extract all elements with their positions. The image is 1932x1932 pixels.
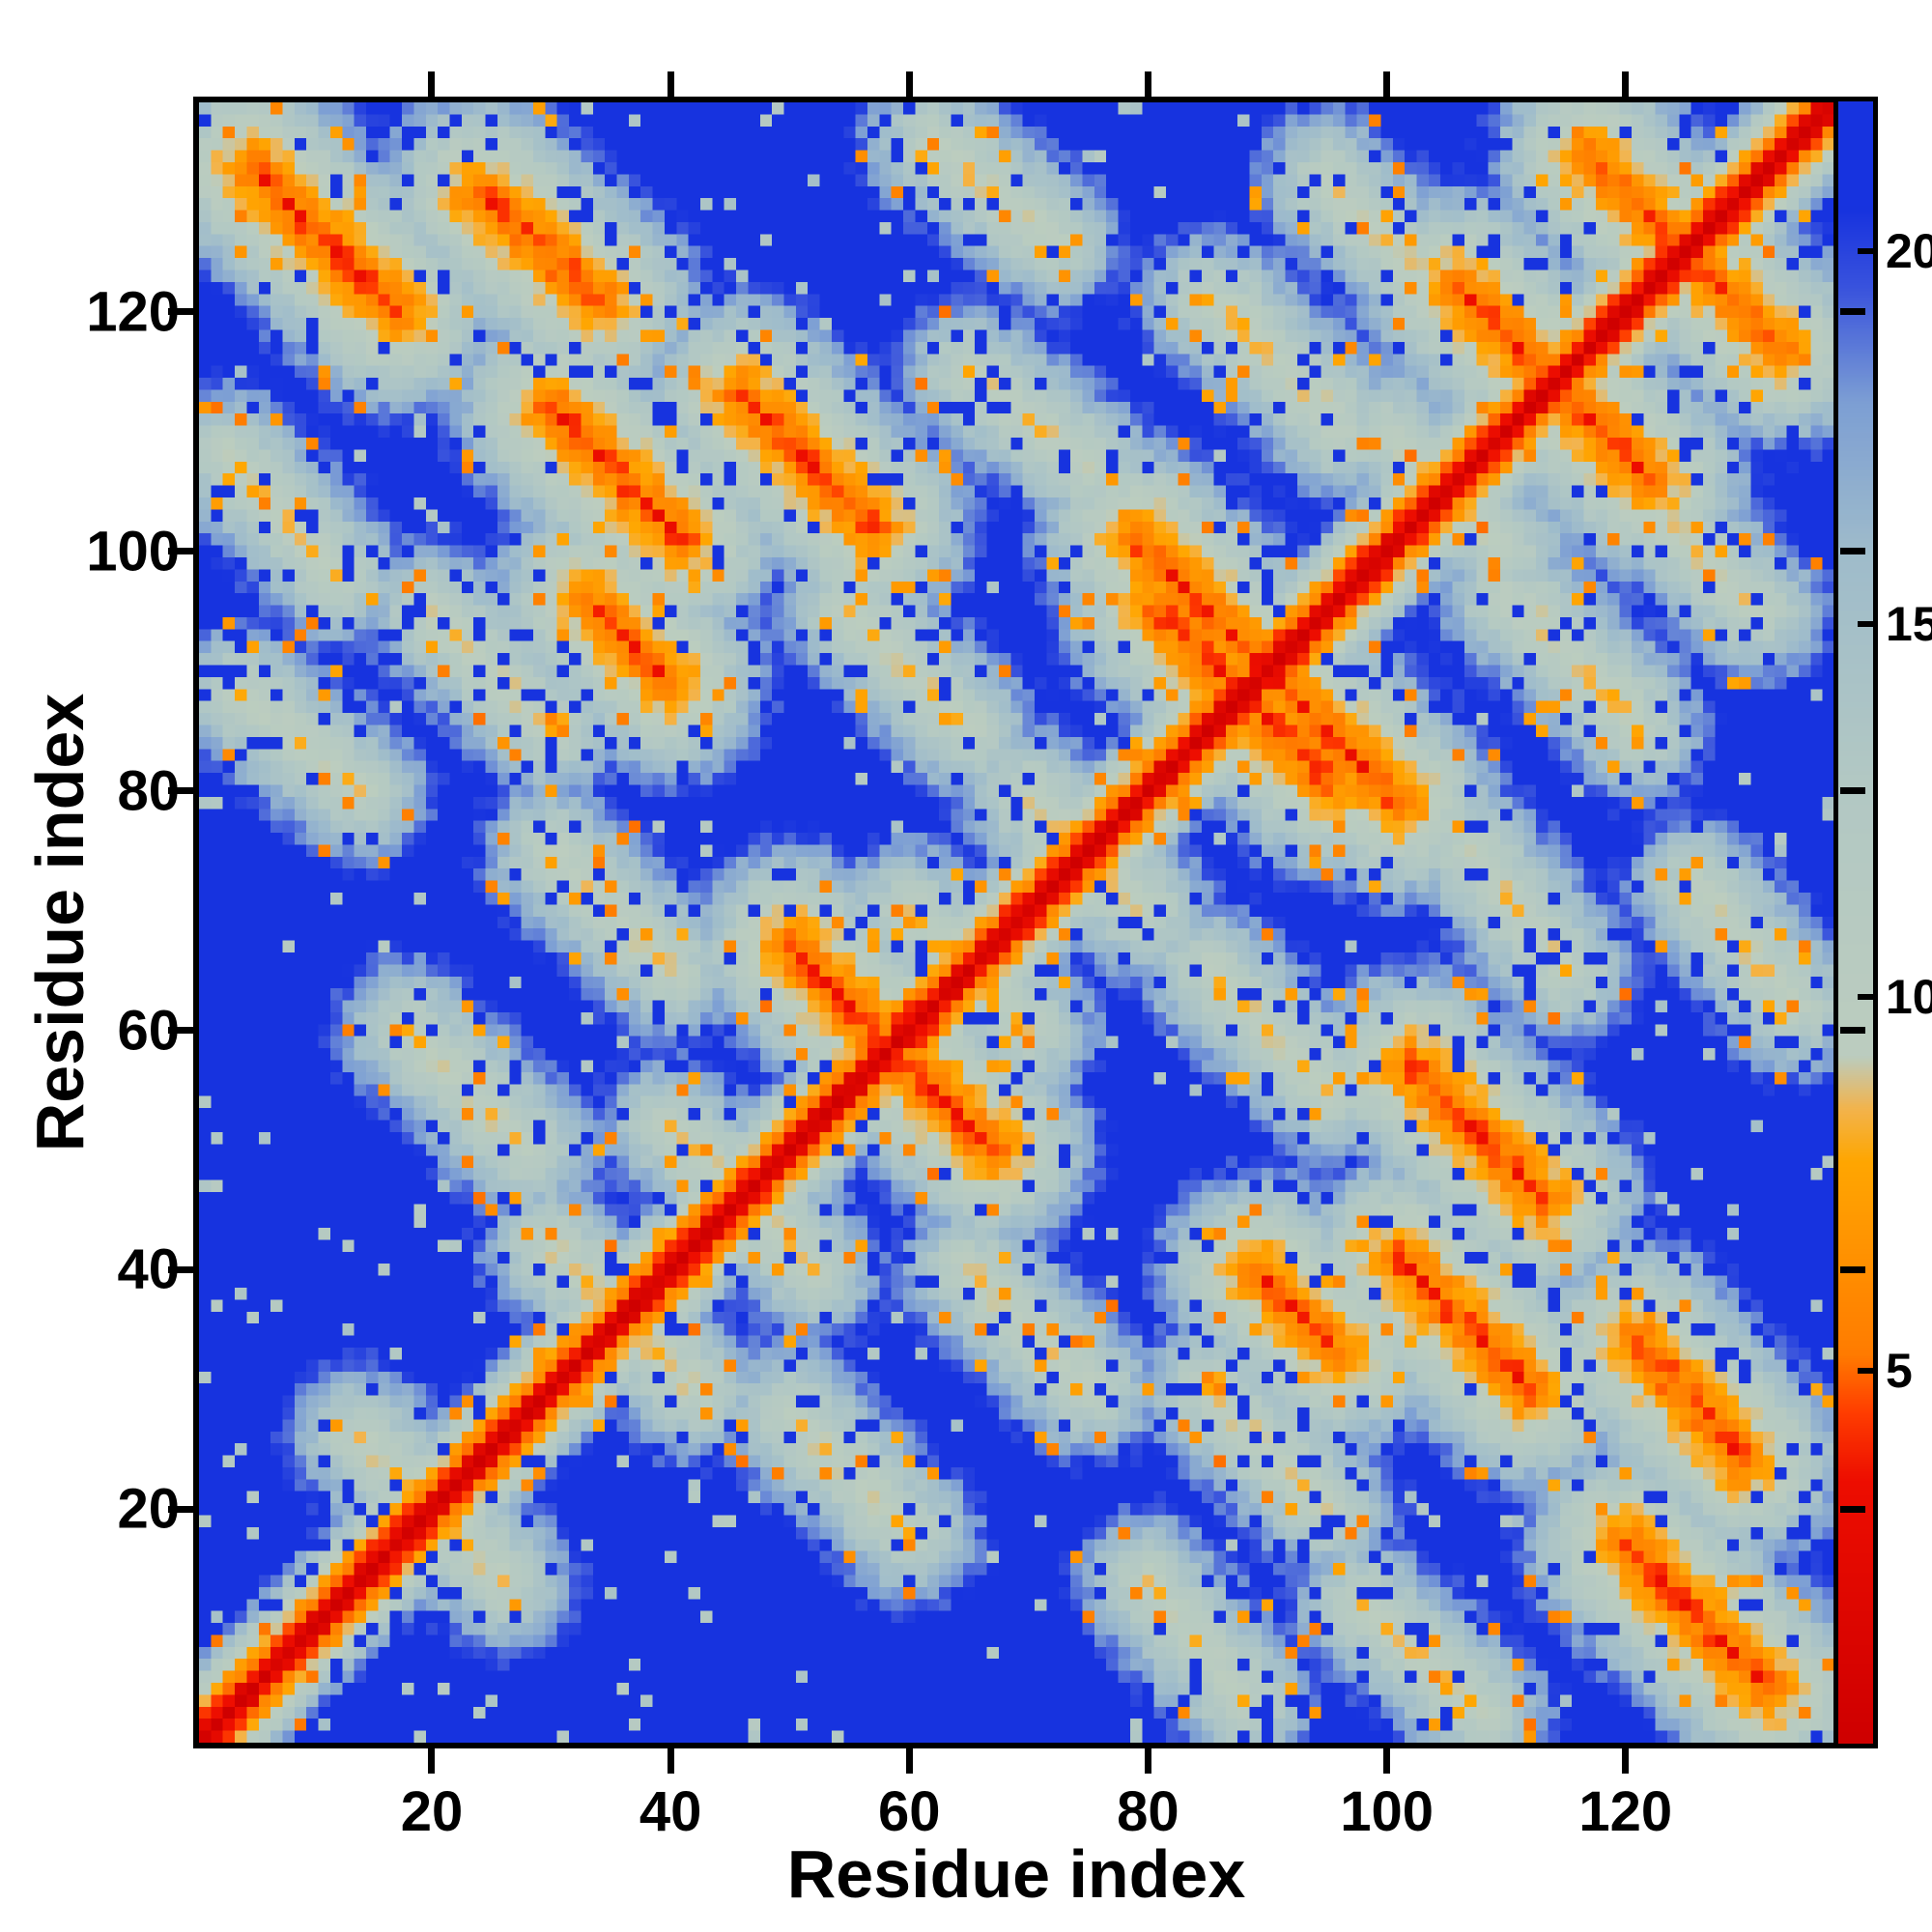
y-tick-label: 100 [86,520,180,583]
y-tick-mark-right [1840,1027,1865,1035]
colorbar-tick-label: 5 [1886,1343,1913,1398]
x-axis-label: Residue index [786,1836,1246,1912]
x-tick-mark [1144,1748,1151,1774]
x-tick-mark-top [667,71,674,97]
y-tick-mark [168,1027,193,1035]
colorbar-tick-mark [1858,1367,1873,1374]
y-tick-label: 60 [117,999,180,1063]
colorbar-tick-label: 10 [1886,970,1932,1025]
x-tick-mark-top [428,71,436,97]
colorbar-tick-mark [1858,994,1873,1001]
y-tick-label: 120 [86,280,180,344]
x-tick-mark [1383,1748,1391,1774]
y-tick-mark-right [1840,1265,1865,1273]
colorbar [1838,101,1873,1744]
y-tick-mark [168,1505,193,1513]
y-tick-mark [168,787,193,795]
y-tick-mark-right [1840,1505,1865,1513]
y-tick-mark-right [1840,787,1865,795]
colorbar-tick-label: 20 [1886,223,1932,278]
y-tick-label: 80 [117,759,180,823]
x-tick-mark [667,1748,674,1774]
y-tick-label: 40 [117,1237,180,1301]
x-tick-mark-top [905,71,913,97]
x-tick-mark [1622,1748,1630,1774]
x-tick-mark-top [1144,71,1151,97]
y-tick-mark-right [1840,548,1865,555]
x-tick-mark [905,1748,913,1774]
x-tick-label: 20 [400,1780,464,1843]
colorbar-tick-mark [1858,247,1873,254]
x-tick-label: 100 [1340,1780,1434,1843]
x-tick-label: 120 [1578,1780,1673,1843]
x-tick-label: 80 [1117,1780,1179,1843]
x-tick-mark-top [1383,71,1391,97]
y-tick-mark [168,308,193,316]
y-tick-mark [168,1265,193,1273]
x-tick-mark [428,1748,436,1774]
colorbar-tick-mark [1858,620,1873,627]
y-tick-mark [168,548,193,555]
colorbar-tick-label: 15 [1886,596,1932,651]
x-tick-label: 60 [878,1780,941,1843]
y-tick-mark-right [1840,308,1865,316]
heatmap-canvas [199,102,1834,1743]
y-tick-label: 20 [117,1477,180,1541]
x-tick-mark-top [1622,71,1630,97]
x-tick-label: 40 [639,1780,702,1843]
